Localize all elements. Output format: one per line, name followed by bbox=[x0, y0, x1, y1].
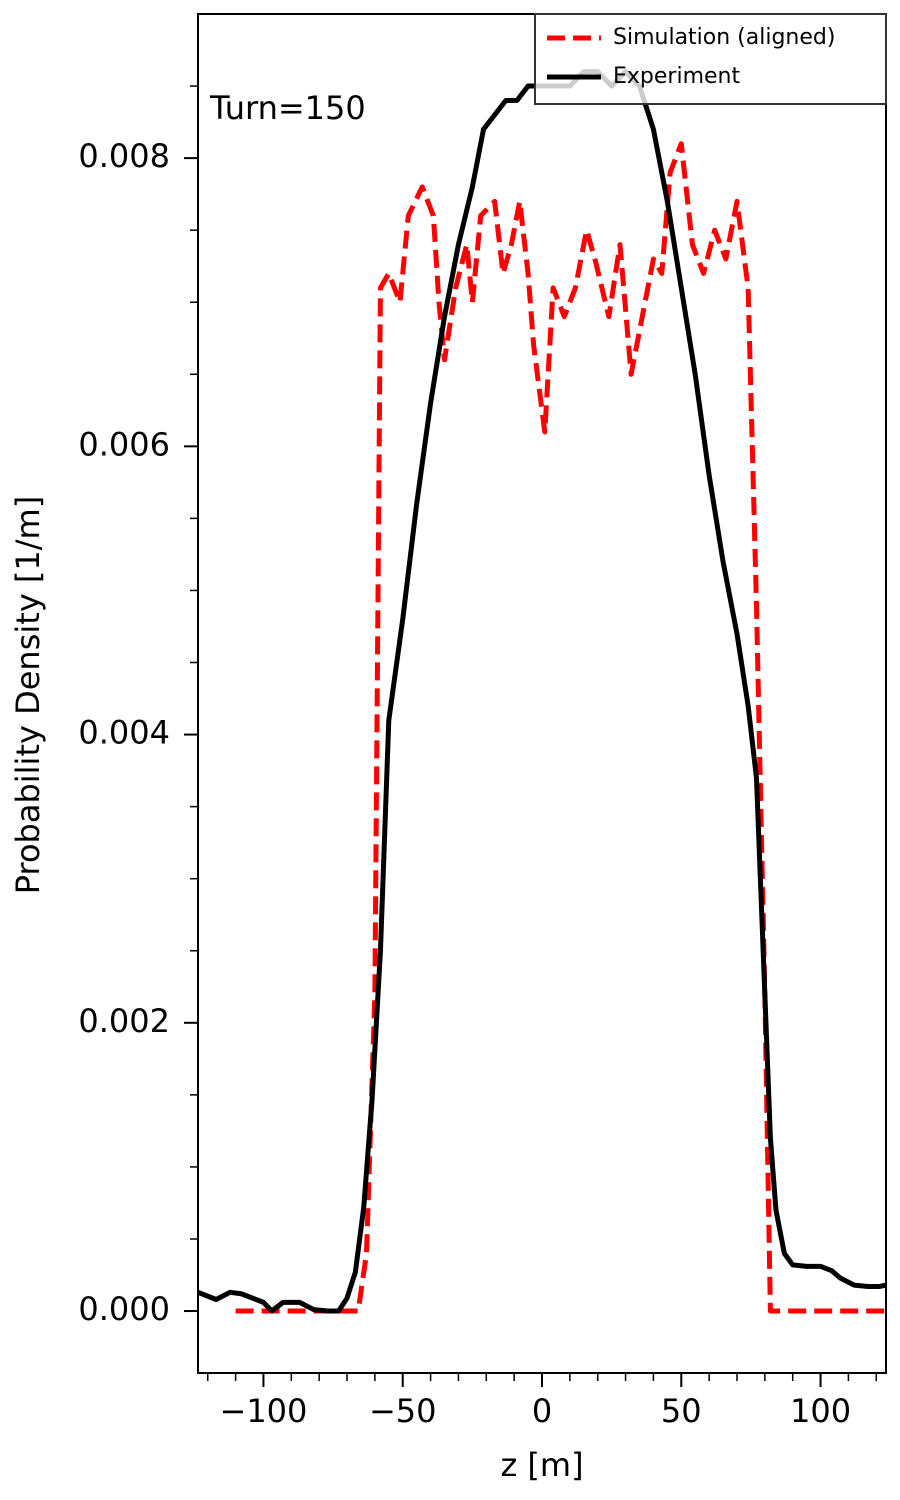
y-axis-label: Probability Density [1/m] bbox=[9, 496, 47, 894]
x-tick-label: 100 bbox=[790, 1392, 851, 1430]
legend-label: Experiment bbox=[613, 64, 740, 89]
annotation: Turn=150 bbox=[209, 89, 366, 127]
y-tick-label: 0.004 bbox=[78, 714, 170, 752]
legend-box bbox=[534, 13, 887, 105]
y-tick-label: 0.006 bbox=[78, 425, 170, 463]
legend-label: Simulation (aligned) bbox=[613, 25, 835, 50]
y-tick-label: 0.002 bbox=[78, 1002, 170, 1040]
x-axis-label: z [m] bbox=[500, 1446, 583, 1484]
plot-frame bbox=[197, 13, 887, 1374]
y-tick-label: 0.008 bbox=[78, 137, 170, 175]
data-line bbox=[198, 69, 886, 1314]
y-tick-label: 0.000 bbox=[78, 1290, 170, 1328]
x-tick-label: −100 bbox=[220, 1392, 308, 1430]
x-tick-label: −50 bbox=[369, 1392, 437, 1430]
x-tick-label: 50 bbox=[661, 1392, 702, 1430]
data-line bbox=[235, 141, 886, 1314]
x-tick-label: 0 bbox=[532, 1392, 552, 1430]
